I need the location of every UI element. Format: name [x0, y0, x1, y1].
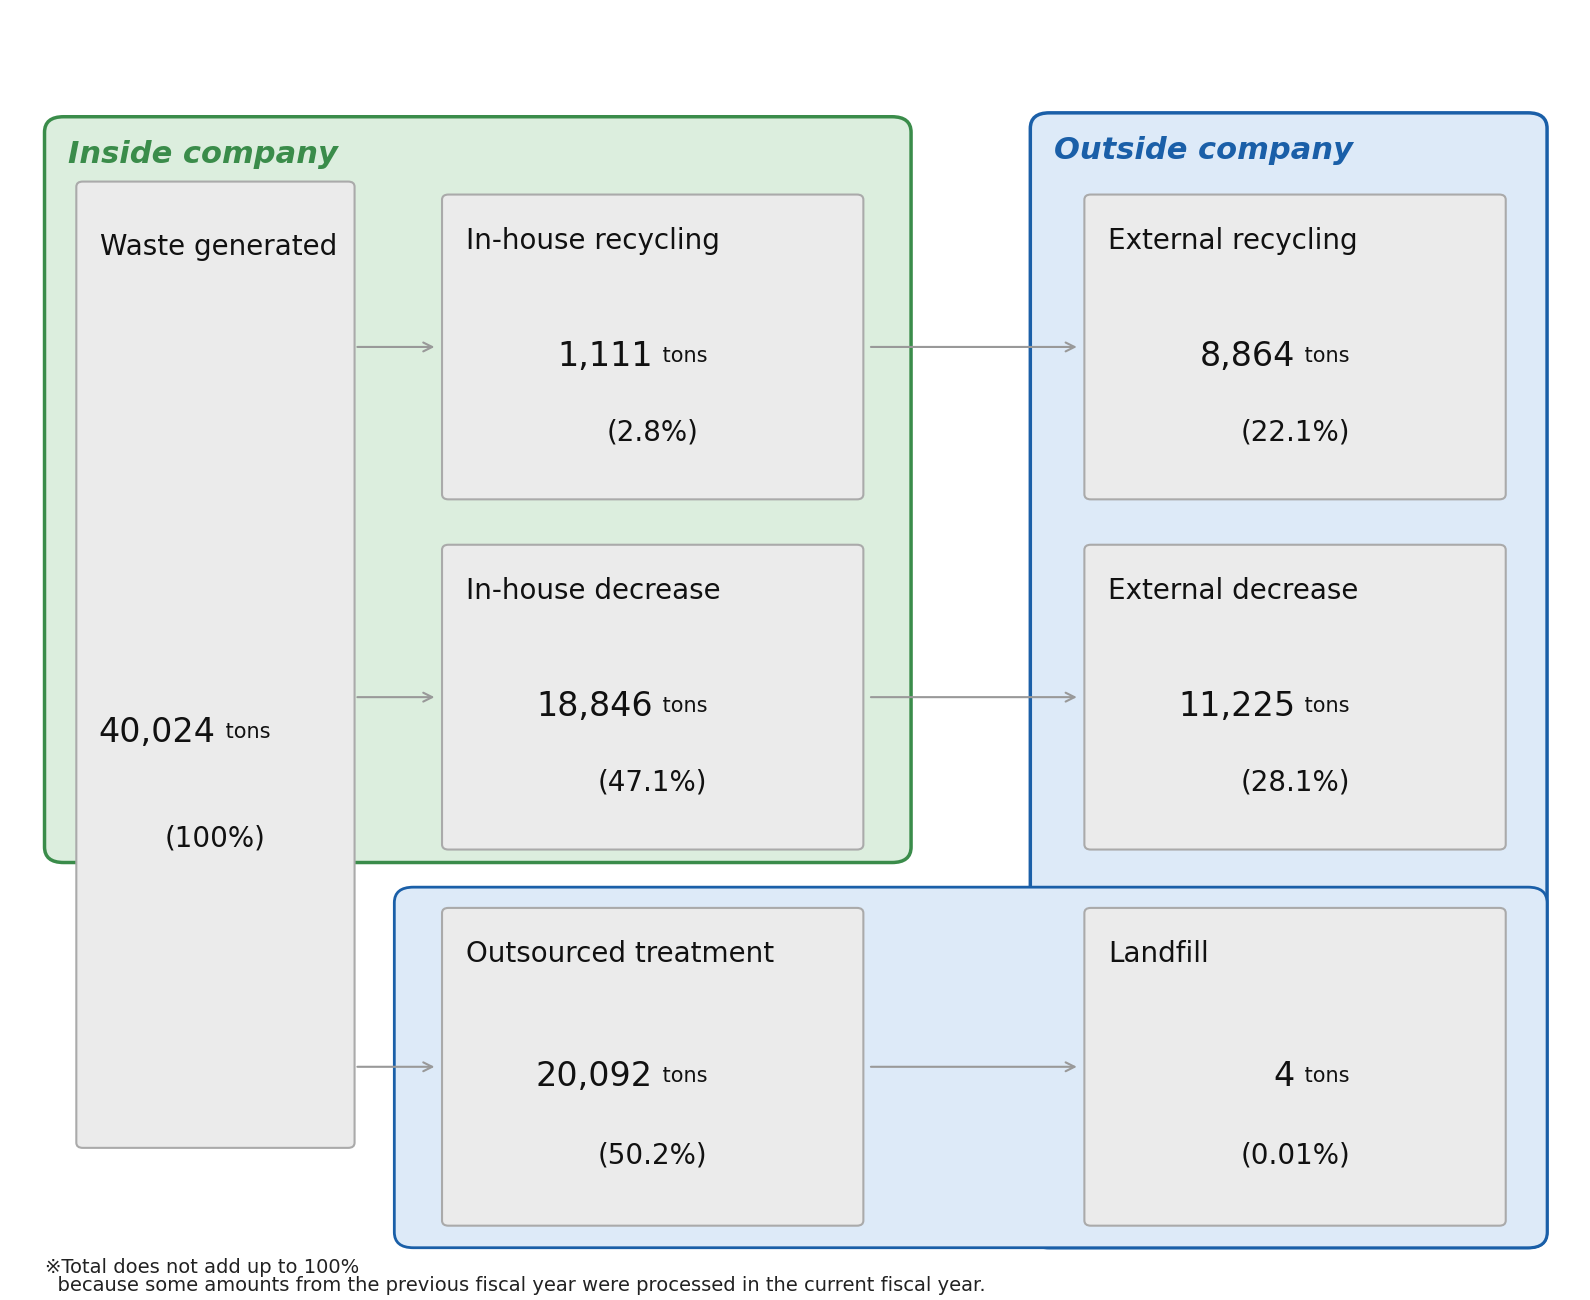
FancyBboxPatch shape	[45, 117, 911, 862]
FancyBboxPatch shape	[1030, 113, 1547, 1248]
Text: Waste generated: Waste generated	[100, 234, 337, 261]
Text: 18,846: 18,846	[536, 690, 653, 723]
Text: tons: tons	[1297, 1066, 1350, 1087]
Text: (100%): (100%)	[165, 824, 266, 853]
Text: ※Total does not add up to 100%: ※Total does not add up to 100%	[45, 1258, 359, 1277]
Text: In-house decrease: In-house decrease	[466, 577, 720, 606]
FancyBboxPatch shape	[442, 907, 863, 1226]
FancyBboxPatch shape	[442, 195, 863, 499]
Text: 8,864: 8,864	[1200, 339, 1294, 373]
Text: Outside company: Outside company	[1054, 136, 1353, 165]
Text: (22.1%): (22.1%)	[1240, 419, 1350, 446]
Text: External decrease: External decrease	[1108, 577, 1358, 606]
Text: (28.1%): (28.1%)	[1240, 768, 1350, 797]
Text: tons: tons	[1297, 346, 1350, 367]
FancyBboxPatch shape	[1084, 907, 1506, 1226]
Text: 1,111: 1,111	[556, 339, 653, 373]
Text: Outsourced treatment: Outsourced treatment	[466, 940, 774, 968]
Text: Landfill: Landfill	[1108, 940, 1208, 968]
Text: tons: tons	[655, 697, 708, 716]
Text: (47.1%): (47.1%)	[598, 768, 708, 797]
Text: because some amounts from the previous fiscal year were processed in the current: because some amounts from the previous f…	[45, 1277, 986, 1295]
Text: Inside company: Inside company	[68, 140, 339, 169]
Text: External recycling: External recycling	[1108, 227, 1358, 255]
Text: tons: tons	[655, 346, 708, 367]
FancyBboxPatch shape	[1084, 545, 1506, 849]
Text: 20,092: 20,092	[536, 1060, 653, 1093]
Text: (2.8%): (2.8%)	[607, 419, 698, 446]
Text: 11,225: 11,225	[1178, 690, 1294, 723]
FancyBboxPatch shape	[442, 545, 863, 849]
Text: (0.01%): (0.01%)	[1240, 1141, 1350, 1170]
FancyBboxPatch shape	[76, 182, 355, 1148]
Text: (50.2%): (50.2%)	[598, 1141, 708, 1170]
FancyBboxPatch shape	[394, 887, 1547, 1248]
FancyBboxPatch shape	[1084, 195, 1506, 499]
Text: 40,024: 40,024	[99, 716, 216, 749]
Text: 4: 4	[1274, 1060, 1294, 1093]
Text: tons: tons	[655, 1066, 708, 1087]
Text: tons: tons	[1297, 697, 1350, 716]
Text: tons: tons	[219, 723, 270, 742]
Text: In-house recycling: In-house recycling	[466, 227, 720, 255]
